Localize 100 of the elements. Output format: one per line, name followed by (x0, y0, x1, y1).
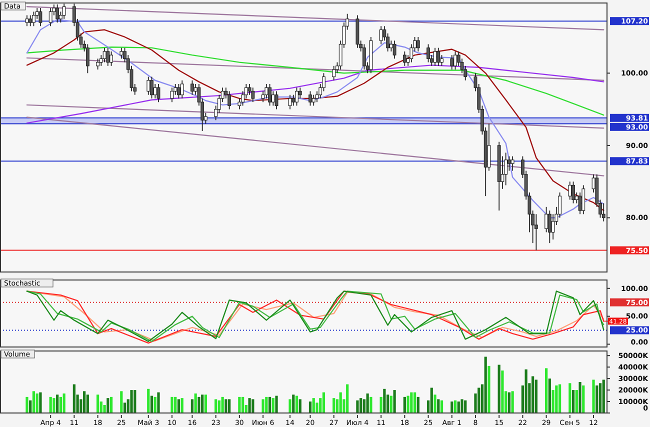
bar (204, 394, 208, 413)
bar (106, 398, 110, 413)
candlestick (86, 44, 90, 74)
bar (488, 366, 490, 413)
candlestick (120, 47, 124, 60)
candlestick (102, 47, 106, 63)
candlestick (96, 58, 100, 70)
bar (194, 393, 197, 413)
bar (356, 400, 359, 413)
bar (524, 369, 528, 413)
bar (134, 390, 136, 413)
bar (434, 394, 436, 413)
bar (478, 388, 480, 413)
bar (322, 392, 326, 413)
candlestick (228, 90, 232, 110)
candlestick (487, 123, 491, 172)
candlestick (572, 181, 575, 204)
bar (501, 370, 504, 413)
bar (39, 392, 42, 413)
candlestick (332, 65, 336, 81)
candlestick (146, 76, 150, 96)
candlestick (110, 51, 113, 66)
bar (508, 392, 511, 413)
line-series (26, 46, 604, 116)
bar (201, 394, 204, 413)
bar (214, 399, 218, 413)
candlestick (38, 8, 42, 27)
bar (218, 400, 220, 413)
bar (120, 391, 123, 413)
bar (180, 398, 184, 413)
bar (403, 396, 406, 413)
bar (32, 391, 36, 413)
candlestick (450, 54, 454, 70)
bar (464, 400, 467, 413)
bar (29, 400, 32, 413)
bar (86, 394, 89, 413)
candlestick (312, 94, 316, 106)
bar (511, 391, 514, 413)
bar (568, 383, 572, 413)
bar (154, 396, 156, 413)
candlestick (56, 4, 60, 23)
bar (72, 384, 76, 413)
bar (170, 396, 174, 413)
bar (555, 385, 558, 413)
bar (312, 398, 315, 413)
candlestick (379, 26, 383, 45)
candlestick (308, 90, 312, 106)
candlestick (440, 54, 444, 66)
bar (275, 396, 278, 413)
candlestick (264, 84, 268, 99)
candlestick (436, 47, 440, 66)
bar (123, 402, 126, 413)
candlestick (508, 156, 511, 172)
candlestick (25, 14, 29, 27)
bar (575, 390, 578, 413)
bar (380, 396, 382, 413)
bar (413, 392, 416, 413)
bar (242, 396, 244, 413)
candlestick (534, 214, 538, 251)
candlestick (298, 87, 302, 99)
bar (150, 396, 154, 413)
candlestick (190, 80, 194, 96)
bar (406, 396, 410, 413)
bar (457, 402, 460, 413)
bar (177, 399, 180, 413)
bar (83, 391, 86, 413)
candlestick (251, 87, 255, 103)
candlestick (454, 51, 457, 70)
bar (157, 392, 160, 413)
bar (578, 382, 582, 413)
candlestick (295, 87, 298, 106)
candlestick (153, 84, 157, 99)
bar (410, 392, 413, 413)
bar (272, 398, 274, 413)
bar (416, 396, 420, 413)
candlestick (578, 192, 582, 215)
bar (221, 396, 224, 413)
candlestick (150, 76, 154, 99)
bar (592, 380, 595, 413)
bar (198, 396, 200, 413)
bar (360, 398, 362, 413)
bar (56, 394, 59, 413)
bar (534, 380, 538, 413)
bar (292, 394, 295, 413)
bar (582, 385, 585, 413)
candlestick (156, 84, 160, 103)
bar (332, 398, 336, 413)
bar (224, 399, 228, 413)
candlestick (568, 181, 572, 200)
bar (130, 390, 133, 413)
bar (370, 396, 372, 413)
bar (59, 396, 62, 413)
line-series (26, 64, 604, 124)
bar (110, 396, 113, 413)
bar (437, 399, 440, 413)
candlestick (48, 8, 52, 27)
bar (228, 399, 231, 413)
candlestick (426, 44, 430, 63)
candlestick (582, 184, 586, 215)
bar (147, 388, 150, 413)
